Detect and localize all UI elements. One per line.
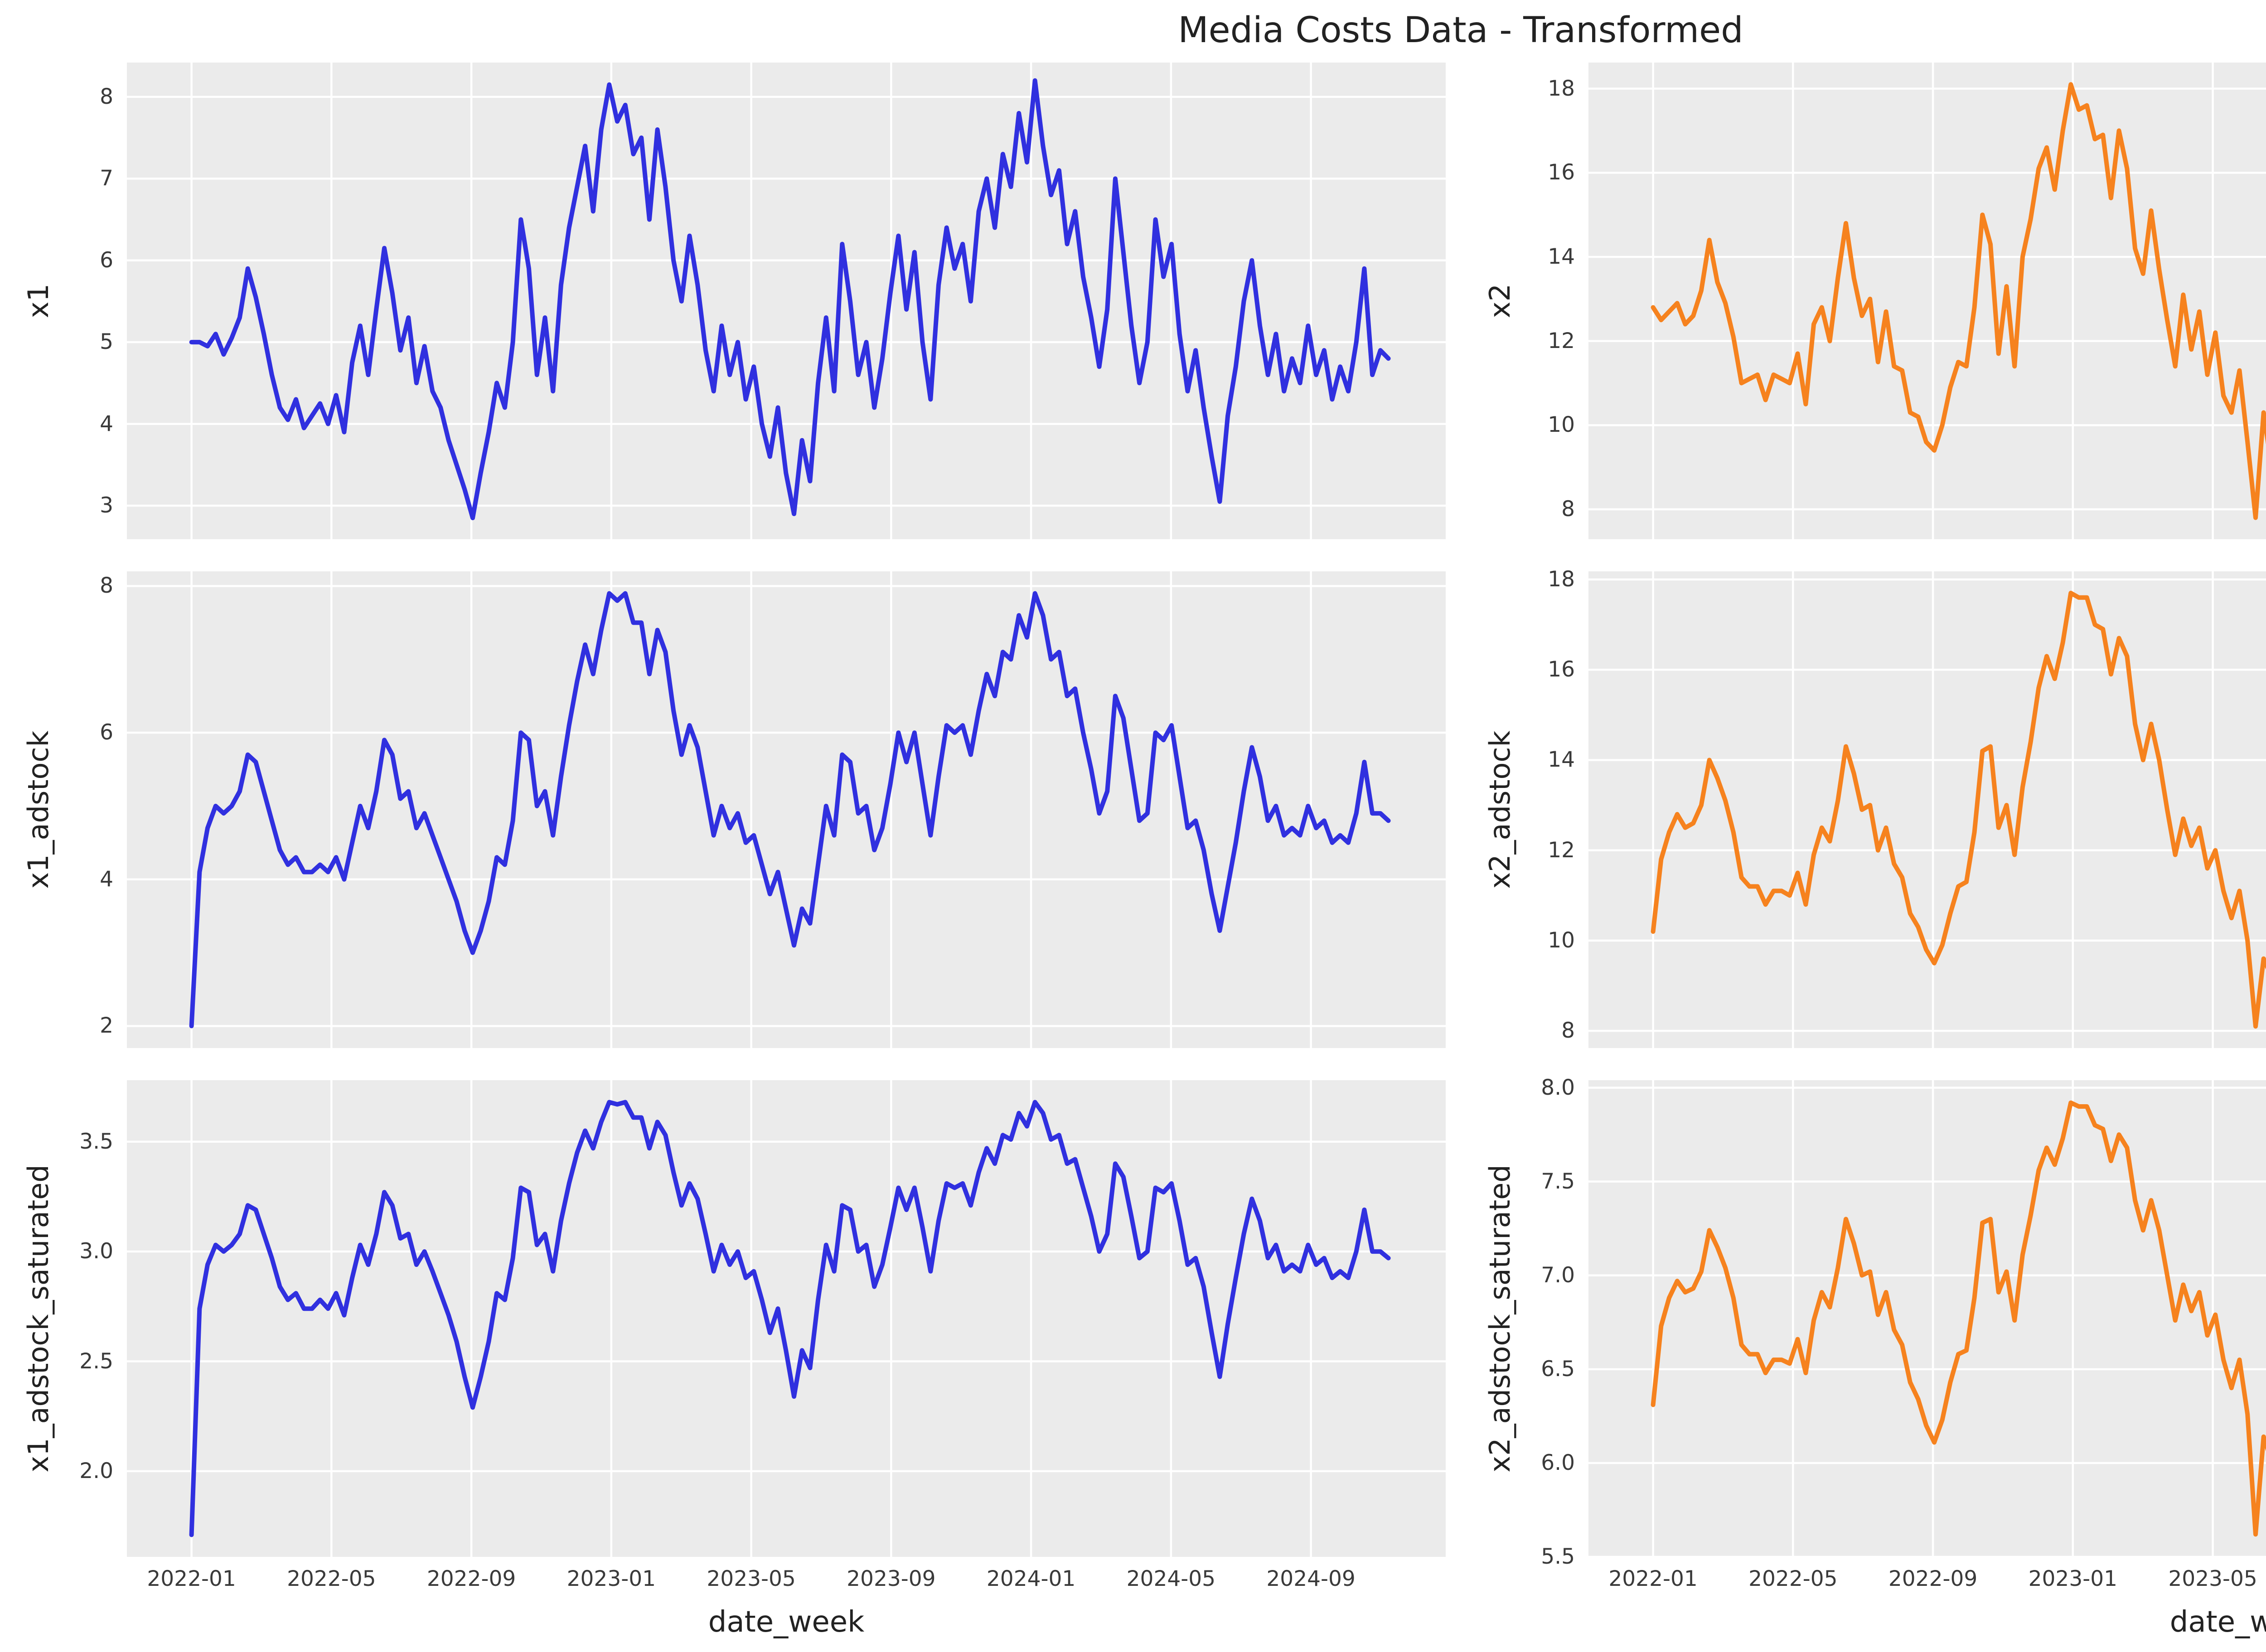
x-tick-label: 2023-05 (2168, 1566, 2257, 1591)
x-tick-label: 2024-05 (1126, 1566, 1216, 1591)
x2_adstock-line (1651, 590, 2266, 1029)
x-tick-label: 2022-09 (1888, 1566, 1978, 1591)
subplot-x2_adstock_saturated (1588, 1080, 2266, 1557)
x-tick-label: 2023-01 (566, 1566, 656, 1591)
x1_adstock_saturated-line (189, 1100, 1391, 1537)
y-tick-label: 7.5 (1541, 1169, 1575, 1194)
x-tick-label: 2022-01 (147, 1566, 236, 1591)
x-tick-label: 2022-09 (426, 1566, 516, 1591)
subplot-x1_adstock_saturated (127, 1080, 1446, 1557)
y-tick-label: 6 (100, 720, 113, 745)
x-tick-label: 2023-09 (847, 1566, 936, 1591)
y-tick-label: 8 (1561, 497, 1575, 522)
subplot-x1_adstock (127, 571, 1446, 1048)
y-tick-label: 8 (100, 84, 113, 109)
x1_adstock-line (189, 591, 1391, 1029)
figure-title: Media Costs Data - Transformed (1178, 10, 1743, 51)
y-tick-label: 10 (1548, 412, 1575, 438)
y-tick-label: 8 (1561, 1018, 1575, 1043)
x2_adstock_saturated-plot-area (1588, 1080, 2266, 1557)
y-tick-label: 7 (100, 166, 113, 191)
x-tick-label: 2024-01 (986, 1566, 1076, 1591)
y-tick-label: 10 (1548, 927, 1575, 953)
x1_adstock_saturated-plot-area (127, 1080, 1446, 1557)
x2-line (1651, 82, 2266, 520)
y-axis-label: x2_adstock_saturated (1483, 1164, 1516, 1473)
y-axis-label: x1_adstock (22, 730, 55, 889)
y-tick-label: 4 (100, 411, 113, 436)
x2-plot-area (1588, 63, 2266, 539)
x2_adstock_saturated-line (1651, 1100, 2266, 1537)
y-tick-label: 16 (1548, 160, 1575, 185)
x-tick-label: 2023-05 (707, 1566, 796, 1591)
subplot-x2_adstock (1588, 571, 2266, 1048)
y-tick-label: 2 (100, 1013, 113, 1039)
y-tick-label: 5 (100, 329, 113, 355)
y-tick-label: 3.5 (79, 1129, 113, 1154)
subplot-x2 (1588, 63, 2266, 539)
x-axis-label: date_week (708, 1605, 865, 1639)
y-axis-label: x2_adstock (1483, 730, 1516, 889)
y-tick-label: 8.0 (1541, 1075, 1575, 1100)
y-tick-label: 4 (100, 866, 113, 892)
y-axis-label: x1 (22, 283, 55, 319)
y-tick-label: 5.5 (1541, 1544, 1575, 1569)
y-axis-label: x2 (1483, 283, 1516, 319)
y-axis-label: x1_adstock_saturated (22, 1164, 55, 1473)
x-tick-label: 2022-01 (1608, 1566, 1698, 1591)
y-tick-label: 3 (100, 493, 113, 518)
y-tick-label: 18 (1548, 566, 1575, 592)
y-tick-label: 7.0 (1541, 1262, 1575, 1288)
y-tick-label: 12 (1548, 328, 1575, 353)
x-tick-label: 2023-01 (2028, 1566, 2118, 1591)
x-tick-label: 2024-09 (1266, 1566, 1356, 1591)
y-tick-label: 6 (100, 247, 113, 273)
y-tick-label: 6.5 (1541, 1356, 1575, 1381)
y-tick-label: 18 (1548, 76, 1575, 101)
y-tick-label: 14 (1548, 747, 1575, 773)
y-tick-label: 2.5 (79, 1348, 113, 1374)
x1-plot-area (127, 63, 1446, 539)
y-tick-label: 2.0 (79, 1458, 113, 1483)
x1_adstock-plot-area (127, 571, 1446, 1048)
subplot-x1 (127, 63, 1446, 539)
x-tick-label: 2022-05 (1748, 1566, 1838, 1591)
x-axis-label: date_week (2169, 1605, 2266, 1639)
y-tick-label: 16 (1548, 657, 1575, 682)
y-tick-label: 3.0 (79, 1239, 113, 1264)
x2_adstock-plot-area (1588, 571, 2266, 1048)
x1-line (189, 78, 1391, 521)
y-tick-label: 6.0 (1541, 1450, 1575, 1475)
x-tick-label: 2022-05 (287, 1566, 376, 1591)
y-tick-label: 12 (1548, 837, 1575, 863)
y-tick-label: 8 (100, 573, 113, 599)
y-tick-label: 14 (1548, 244, 1575, 269)
